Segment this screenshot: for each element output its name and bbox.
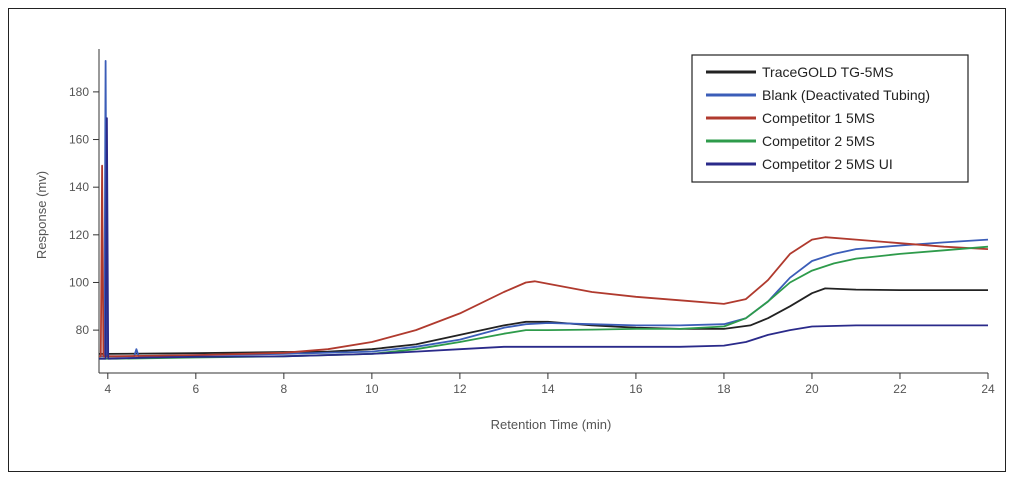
y-tick-label: 80 — [76, 323, 90, 337]
series-line-5 — [99, 117, 988, 360]
x-tick-label: 22 — [893, 382, 907, 396]
x-tick-label: 10 — [365, 382, 379, 396]
x-tick-label: 16 — [629, 382, 643, 396]
x-tick-label: 12 — [453, 382, 467, 396]
y-tick-label: 160 — [69, 133, 89, 147]
x-tick-label: 4 — [104, 382, 111, 396]
legend-label: Competitor 2 5MS — [762, 133, 875, 149]
legend-label: Competitor 1 5MS — [762, 110, 875, 126]
x-tick-label: 18 — [717, 382, 731, 396]
x-tick-label: 14 — [541, 382, 555, 396]
chromatogram-chart: 4 6 8 10 12 14 16 18 20 22 24 80 100 120 140 160 180 Ret… — [34, 49, 995, 432]
y-tick-label: 180 — [69, 85, 89, 99]
x-tick-label: 20 — [805, 382, 819, 396]
x-tick-label: 8 — [280, 382, 287, 396]
series-line-2 — [99, 60, 989, 358]
axes: 4 6 8 10 12 14 16 18 20 22 24 80 100 120 140 160 180 — [69, 49, 995, 396]
legend-label: Blank (Deactivated Tubing) — [762, 87, 930, 103]
x-tick-label: 24 — [981, 382, 995, 396]
legend-label: Competitor 2 5MS UI — [762, 156, 893, 172]
series-line-3 — [99, 164, 989, 358]
legend-label: TraceGOLD TG-5MS — [762, 64, 893, 80]
series-line-4 — [99, 245, 989, 360]
legend: TraceGOLD TG-5MS Blank (Deactivated Tubin… — [691, 54, 969, 183]
x-tick-label: 6 — [192, 382, 199, 396]
y-tick-label: 100 — [69, 275, 89, 289]
y-axis-title: Response (mv) — [34, 171, 49, 259]
y-tick-label: 120 — [69, 228, 89, 242]
series-layer — [99, 60, 989, 360]
series-line-1 — [99, 287, 988, 355]
chart-frame: 4 6 8 10 12 14 16 18 20 22 24 80 100 120 140 160 180 Ret… — [8, 8, 1006, 472]
x-axis-title: Retention Time (min) — [491, 417, 612, 432]
y-tick-label: 140 — [69, 180, 89, 194]
